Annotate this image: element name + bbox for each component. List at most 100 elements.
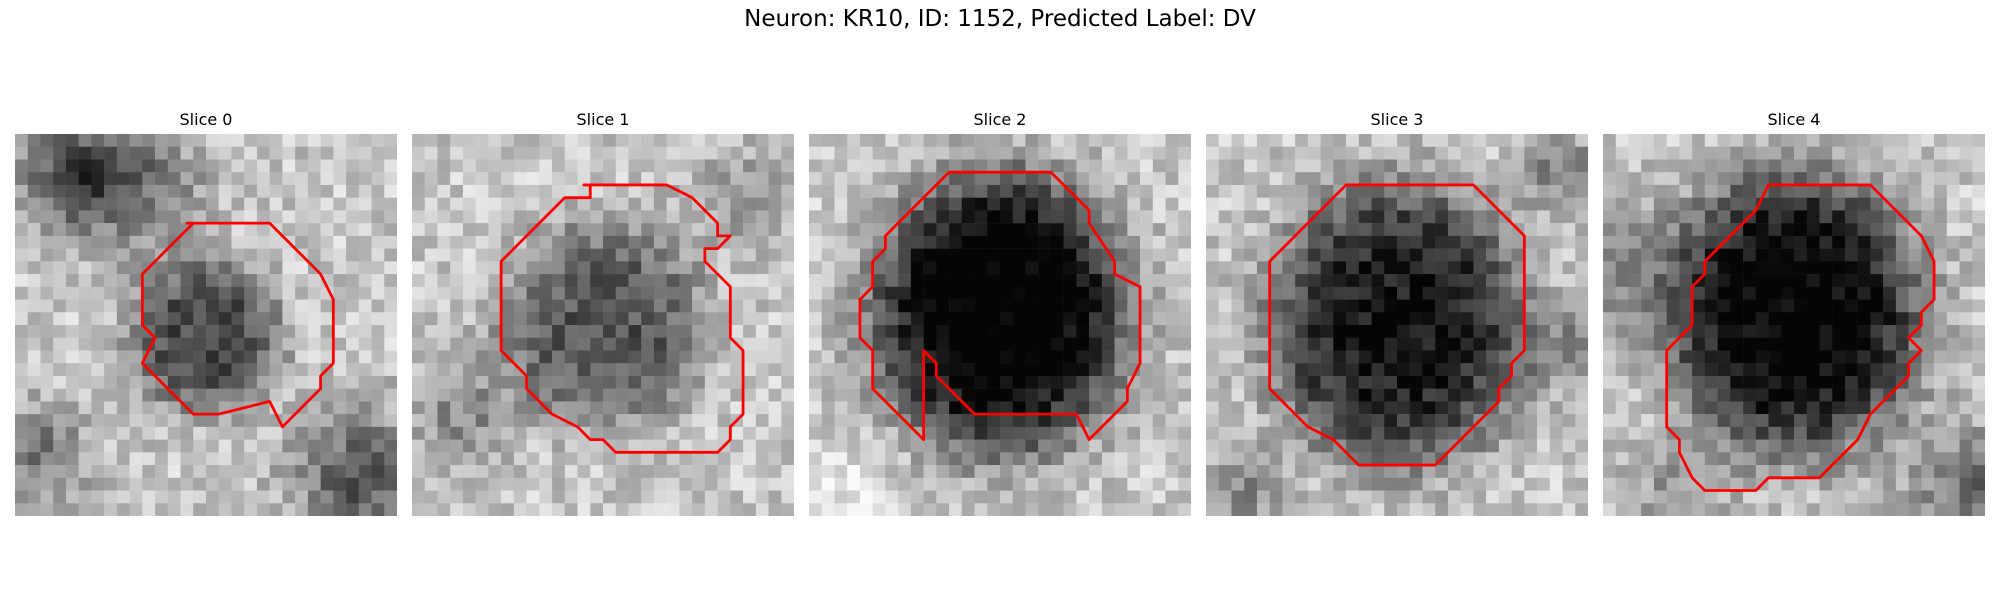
pixel <box>346 248 360 262</box>
pixel <box>859 312 873 326</box>
pixel <box>755 210 769 224</box>
pixel <box>180 414 194 428</box>
pixel <box>412 184 425 198</box>
pixel <box>949 426 963 440</box>
pixel <box>1781 223 1795 237</box>
pixel <box>1178 490 1191 504</box>
pixel <box>768 261 782 275</box>
pixel <box>1704 465 1718 479</box>
pixel <box>1218 261 1232 275</box>
pixel <box>603 146 616 160</box>
pixel <box>1089 146 1103 160</box>
pixel <box>1628 159 1642 173</box>
pixel <box>1295 477 1309 491</box>
pixel <box>603 197 616 211</box>
slice-title: Slice 2 <box>973 110 1027 129</box>
pixel <box>358 503 372 516</box>
pixel <box>1038 261 1052 275</box>
pixel <box>1692 184 1706 198</box>
pixel <box>809 401 822 415</box>
pixel <box>1870 426 1884 440</box>
pixel <box>1666 350 1680 364</box>
pixel <box>809 197 822 211</box>
pixel <box>743 184 757 198</box>
pixel <box>1486 172 1500 186</box>
pixel <box>949 172 963 186</box>
pixel <box>1781 274 1795 288</box>
pixel <box>1857 337 1871 351</box>
pixel <box>129 223 143 237</box>
pixel <box>53 375 67 389</box>
pixel <box>1575 172 1588 186</box>
pixel <box>1152 299 1166 313</box>
pixel <box>513 248 527 262</box>
pixel <box>1768 223 1782 237</box>
pixel <box>590 223 604 237</box>
pixel <box>755 274 769 288</box>
pixel <box>450 312 464 326</box>
pixel <box>730 426 744 440</box>
pixel <box>53 426 67 440</box>
pixel <box>1358 235 1372 249</box>
pixel <box>1934 274 1948 288</box>
pixel <box>1615 503 1629 516</box>
pixel <box>1256 426 1270 440</box>
pixel <box>628 223 642 237</box>
pixel <box>961 172 975 186</box>
pixel <box>384 388 397 402</box>
pixel <box>936 210 950 224</box>
pixel <box>1435 146 1449 160</box>
pixel <box>1641 337 1655 351</box>
pixel <box>424 197 438 211</box>
pixel <box>847 184 861 198</box>
pixel <box>104 465 118 479</box>
pixel <box>987 490 1001 504</box>
pixel <box>155 134 169 147</box>
pixel <box>1050 146 1064 160</box>
pixel <box>65 261 79 275</box>
pixel <box>781 465 794 479</box>
pixel <box>1486 299 1500 313</box>
pixel <box>412 299 425 313</box>
pixel <box>501 452 515 466</box>
pixel <box>1165 477 1179 491</box>
pixel <box>704 184 718 198</box>
pixel <box>1486 388 1500 402</box>
pixel <box>1333 312 1347 326</box>
pixel <box>218 388 232 402</box>
pixel <box>615 401 629 415</box>
pixel <box>450 426 464 440</box>
pixel <box>437 375 451 389</box>
pixel <box>1730 299 1744 313</box>
pixel <box>167 490 181 504</box>
pixel <box>809 286 822 300</box>
pixel <box>590 477 604 491</box>
pixel <box>307 184 321 198</box>
pixel <box>1127 452 1141 466</box>
pixel <box>384 414 397 428</box>
pixel <box>847 388 861 402</box>
pixel <box>1244 312 1258 326</box>
pixel <box>1152 439 1166 453</box>
pixel <box>1806 312 1820 326</box>
pixel <box>513 426 527 440</box>
pixel <box>961 286 975 300</box>
pixel <box>1832 426 1846 440</box>
pixel <box>1050 134 1064 147</box>
pixel <box>91 134 105 147</box>
pixel <box>1178 159 1191 173</box>
pixel <box>1218 503 1232 516</box>
pixel <box>1768 337 1782 351</box>
pixel <box>1244 299 1258 313</box>
pixel <box>615 274 629 288</box>
pixel <box>78 235 92 249</box>
pixel <box>1256 337 1270 351</box>
pixel <box>27 184 41 198</box>
pixel <box>1615 439 1629 453</box>
pixel <box>974 350 988 364</box>
pixel <box>475 261 489 275</box>
pixel <box>1549 350 1563 364</box>
pixel <box>1959 197 1973 211</box>
pixel <box>653 477 667 491</box>
pixel <box>1794 235 1807 249</box>
